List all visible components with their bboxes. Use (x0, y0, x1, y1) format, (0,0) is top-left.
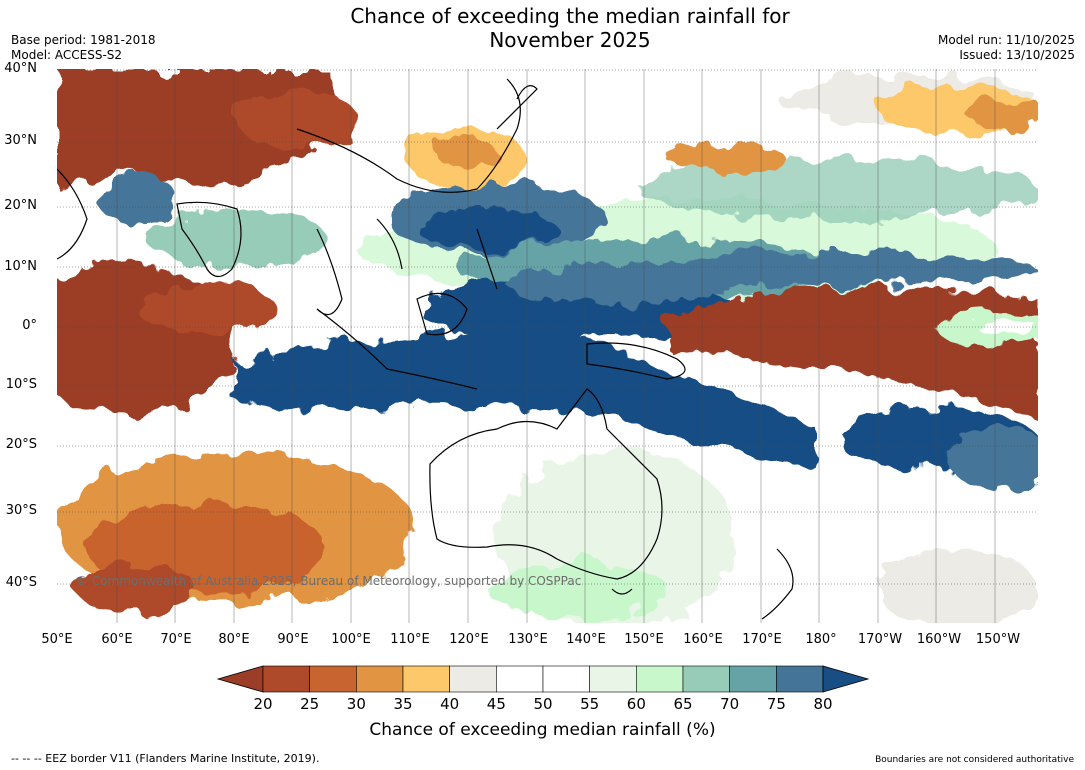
base-period: Base period: 1981-2018 (11, 33, 156, 47)
lat-label: 30°N (4, 133, 37, 148)
map-canvas (57, 69, 1038, 623)
lat-label: 10°N (4, 259, 37, 274)
colorbar-tick-label: 80 (813, 695, 833, 713)
colorbar-tick-label: 25 (300, 695, 320, 713)
colorbar-segment (542, 665, 590, 693)
meridians (116, 69, 996, 623)
lon-label: 160°E (683, 632, 723, 647)
lon-label: 100°E (331, 632, 371, 647)
lat-label: 30°S (5, 503, 37, 518)
meta-right: Model run: 11/10/2025 Issued: 13/10/2025 (938, 33, 1075, 63)
colorbar-segment (356, 665, 404, 693)
colorbar-label: Chance of exceeding median rainfall (%) (369, 720, 716, 740)
rainfall-field (57, 69, 1038, 623)
eez-note: -- -- -- EEZ border V11 (Flanders Marine… (11, 752, 320, 765)
colorbar-segment (262, 665, 310, 693)
lon-label: 170°E (742, 632, 782, 647)
title-line-2: November 2025 (489, 28, 651, 52)
colorbar (216, 665, 870, 693)
lon-label: 170°W (857, 632, 903, 647)
title-line-1: Chance of exceeding the median rainfall … (350, 4, 790, 28)
colorbar-tick-label: 40 (440, 695, 460, 713)
colorbar-segment (449, 665, 497, 693)
colorbar-segment (729, 665, 777, 693)
lon-label: 80°E (218, 632, 250, 647)
lon-label: 90°E (277, 632, 309, 647)
colorbar-segment (402, 665, 450, 693)
colorbar-tick-label: 50 (533, 695, 553, 713)
colorbar-extend-high (822, 665, 870, 693)
colorbar-tick-label: 60 (626, 695, 646, 713)
colorbar-tick-label: 35 (393, 695, 413, 713)
colorbar-extend-low (216, 665, 264, 693)
lat-label: 20°N (4, 198, 37, 213)
colorbar-tick-label: 75 (766, 695, 786, 713)
colorbar-segment (309, 665, 357, 693)
model-run: Model run: 11/10/2025 (937, 33, 1075, 47)
copyright-notice: © Commonwealth of Australia 2025, Bureau… (76, 574, 582, 588)
lon-label: 150°E (624, 632, 664, 647)
map-title: Chance of exceeding the median rainfall … (0, 4, 1085, 52)
rainfall-map (57, 69, 1038, 623)
colorbar-tick-label: 20 (253, 695, 273, 713)
colorbar-segment (776, 665, 824, 693)
lon-label: 150°W (975, 632, 1021, 647)
lon-label: 70°E (160, 632, 192, 647)
colorbar-tick-label: 55 (580, 695, 600, 713)
colorbar-tick-label: 30 (346, 695, 366, 713)
colorbar-segment (636, 665, 684, 693)
boundaries-note: Boundaries are not considered authoritat… (875, 755, 1074, 765)
lat-label: 10°S (5, 377, 37, 392)
lon-label: 160°W (916, 632, 962, 647)
colorbar-tick-label: 45 (486, 695, 506, 713)
colorbar-tick-label: 65 (673, 695, 693, 713)
lon-label: 120°E (449, 632, 489, 647)
lon-label: 60°E (101, 632, 133, 647)
issued-date: Issued: 13/10/2025 (959, 48, 1075, 62)
lon-label: 130°E (508, 632, 548, 647)
lon-label: 50°E (41, 632, 73, 647)
model-name: Model: ACCESS-S2 (11, 48, 123, 62)
lon-label: 140°E (566, 632, 606, 647)
colorbar-segment (589, 665, 637, 693)
lat-label: 20°S (5, 437, 37, 452)
lat-label: 0° (22, 318, 37, 333)
colorbar-segment (496, 665, 544, 693)
lon-label: 180° (805, 632, 837, 647)
lon-label: 110°E (390, 632, 430, 647)
meta-left: Base period: 1981-2018 Model: ACCESS-S2 (11, 33, 156, 63)
colorbar-segments (216, 665, 870, 693)
lat-label: 40°S (5, 575, 37, 590)
coastlines (57, 78, 794, 620)
lat-label: 40°N (4, 61, 37, 76)
colorbar-segment (682, 665, 730, 693)
colorbar-tick-label: 70 (720, 695, 740, 713)
